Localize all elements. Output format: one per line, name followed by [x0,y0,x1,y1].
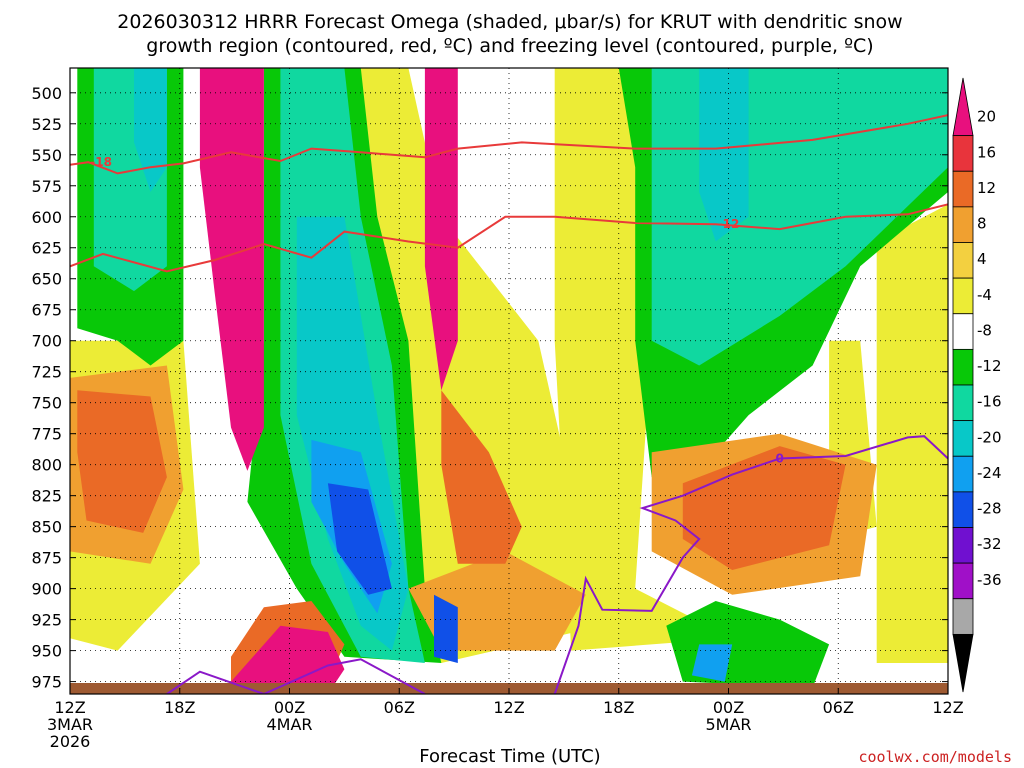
colorbar: 20 16 12 8 4 -4 -8 -12 -16 -20 -24 -28 -32 -36 [952,77,1002,693]
omega-region-20-2 [231,625,345,694]
omega-region-12-0 [77,390,167,533]
colorbar-segment-5 [952,277,974,315]
dgz-contour-label--18: -18 [90,155,112,169]
colorbar-cap-bottom [952,633,974,693]
x-tick-label-0-1: 3MAR [47,715,93,734]
x-tick-label-12-0: 00Z [274,698,305,717]
colorbar-label--12: -12 [977,357,1002,375]
x-tick-label-42-0: 06Z [823,698,854,717]
colorbar-segment-12 [952,527,974,564]
x-tick-label-36-0: 00Z [713,698,744,717]
colorbar-label--32: -32 [977,535,1002,553]
y-tick-label-525: 525 [31,115,62,134]
y-tick-label-950: 950 [31,642,62,661]
colorbar-segment-2 [952,170,974,208]
freezing-contour-label: 0 [776,451,784,465]
colorbar-segment-8 [952,384,974,422]
y-tick-label-650: 650 [31,270,62,289]
chart-title-line-2: growth region (contoured, red, ºC) and f… [146,35,873,57]
y-tick-label-975: 975 [31,673,62,692]
y-tick-label-900: 900 [31,580,62,599]
colorbar-segment-13 [952,562,974,600]
y-tick-label-750: 750 [31,394,62,413]
colorbar-label--8: -8 [977,321,992,339]
colorbar-segment-1 [952,135,974,172]
x-tick-label-30-0: 18Z [603,698,634,717]
omega-region-12-1 [441,390,522,564]
y-tick-label-575: 575 [31,177,62,196]
colorbar-segment-11 [952,491,974,528]
colorbar-label--4: -4 [977,286,992,304]
colorbar-label--20: -20 [977,428,1002,446]
x-tick-label-48-0: 12Z [932,698,963,717]
x-tick-label-12-1: 4MAR [266,715,312,734]
colorbar-cap-top [952,77,974,137]
colorbar-segment-14 [952,598,974,635]
omega-region-12-2 [682,446,846,570]
omega-region-neg24-1 [434,594,458,663]
y-tick-label-625: 625 [31,239,62,258]
contour-layer: -18 -12 0 [70,114,948,694]
omega-region-4-1 [360,68,603,663]
y-tick-label-550: 550 [31,146,62,165]
y-tick-label-925: 925 [31,611,62,630]
y-tick-label-850: 850 [31,518,62,537]
colorbar-label--24: -24 [977,464,1002,482]
y-tick-label-800: 800 [31,456,62,475]
colorbar-segment-9 [952,420,974,457]
omega-region-neg20-1 [691,644,733,682]
freezing-contour-0 [166,658,426,694]
colorbar-segment-7 [952,348,974,386]
omega-region-4-4 [876,204,948,663]
omega-region-20-0 [199,68,264,471]
y-tick-label-600: 600 [31,208,62,227]
omega-shading-layer [70,68,948,694]
y-tick-label-875: 875 [31,549,62,568]
colorbar-label--16: -16 [977,393,1002,411]
x-axis-label: Forecast Time (UTC) [419,746,600,767]
colorbar-label-8: 8 [977,215,987,233]
y-tick-label-700: 700 [31,332,62,351]
credit-text: coolwx.com/models [858,748,1012,766]
dgz-contour--18 [70,114,948,175]
dgz-contour-label--12: -12 [718,217,740,231]
x-tick-label-36-1: 5MAR [705,715,751,734]
colorbar-label--36: -36 [977,571,1002,589]
y-tick-label-500: 500 [31,84,62,103]
freezing-contour-1 [553,435,948,694]
colorbar-label--28: -28 [977,500,1002,518]
dgz-contour--12 [70,203,948,273]
x-tick-label-0-2: 2026 [50,732,91,751]
x-tick-label-6-0: 18Z [164,698,195,717]
colorbar-segment-3 [952,206,974,243]
y-tick-label-825: 825 [31,487,62,506]
y-axis: 500 525 550 575 600 625 650 675 700 725 750 775 800 8… [31,84,948,692]
colorbar-label-12: 12 [977,179,996,197]
y-tick-label-675: 675 [31,301,62,320]
x-tick-label-0-0: 12Z [54,698,85,717]
omega-region-neg24-0 [327,483,392,595]
colorbar-label-20: 20 [977,108,996,126]
colorbar-segment-10 [952,455,974,493]
omega-region-neg16-2 [699,68,749,242]
omega-region-20-1 [424,68,458,391]
y-tick-label-775: 775 [31,425,62,444]
x-tick-label-24-0: 12Z [493,698,524,717]
y-tick-label-725: 725 [31,363,62,382]
colorbar-label-4: 4 [977,250,987,268]
colorbar-segment-4 [952,242,974,279]
chart-title-line-1: 2026030312 HRRR Forecast Omega (shaded, … [117,11,902,33]
colorbar-segment-6 [952,313,974,350]
colorbar-label-16: 16 [977,143,996,161]
x-tick-label-18-0: 06Z [384,698,415,717]
omega-region-neg16-0 [134,68,167,192]
